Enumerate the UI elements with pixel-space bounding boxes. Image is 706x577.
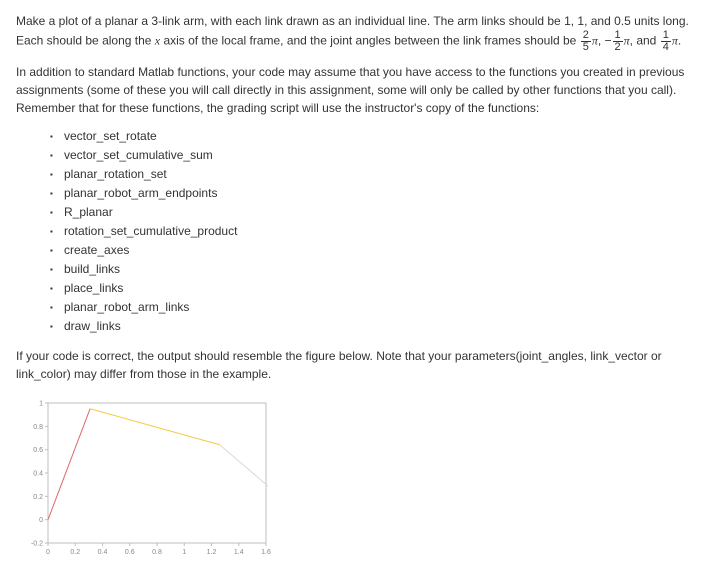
function-item: vector_set_rotate: [64, 127, 690, 145]
arm-plot-svg: -0.200.20.40.60.8100.20.40.60.811.21.41.…: [16, 395, 276, 565]
intro-text-b: axis of the local frame, and the joint a…: [160, 34, 580, 48]
svg-text:0.4: 0.4: [33, 471, 43, 478]
svg-text:1: 1: [182, 549, 186, 556]
svg-text:0: 0: [46, 549, 50, 556]
svg-text:0.8: 0.8: [33, 424, 43, 431]
svg-text:0.2: 0.2: [70, 549, 80, 556]
fraction-1: 25: [581, 30, 591, 53]
function-item: create_axes: [64, 241, 690, 259]
instructions-paragraph: In addition to standard Matlab functions…: [16, 63, 690, 117]
output-note-paragraph: If your code is correct, the output shou…: [16, 347, 690, 383]
function-item: draw_links: [64, 317, 690, 335]
svg-text:1.6: 1.6: [261, 549, 271, 556]
function-item: place_links: [64, 279, 690, 297]
function-list: vector_set_rotatevector_set_cumulative_s…: [16, 127, 690, 335]
intro-text-c: ,: [598, 34, 605, 48]
svg-text:0: 0: [39, 517, 43, 524]
svg-text:0.6: 0.6: [125, 549, 135, 556]
fraction-3: 14: [661, 30, 671, 53]
intro-text-e: .: [678, 34, 681, 48]
svg-text:0.8: 0.8: [152, 549, 162, 556]
function-item: R_planar: [64, 203, 690, 221]
svg-text:0.4: 0.4: [98, 549, 108, 556]
svg-text:0.2: 0.2: [33, 494, 43, 501]
function-item: planar_robot_arm_links: [64, 298, 690, 316]
svg-text:1.4: 1.4: [234, 549, 244, 556]
svg-text:1.2: 1.2: [207, 549, 217, 556]
function-item: build_links: [64, 260, 690, 278]
function-item: planar_robot_arm_endpoints: [64, 184, 690, 202]
svg-text:-0.2: -0.2: [31, 541, 43, 548]
example-figure: -0.200.20.40.60.8100.20.40.60.811.21.41.…: [16, 395, 690, 565]
function-item: vector_set_cumulative_sum: [64, 146, 690, 164]
function-item: rotation_set_cumulative_product: [64, 222, 690, 240]
neg-sign: −: [605, 34, 612, 48]
intro-paragraph: Make a plot of a planar a 3-link arm, wi…: [16, 12, 690, 53]
svg-text:0.6: 0.6: [33, 447, 43, 454]
fraction-2: 12: [613, 30, 623, 53]
intro-text-d: , and: [630, 34, 660, 48]
function-item: planar_rotation_set: [64, 165, 690, 183]
svg-text:1: 1: [39, 401, 43, 408]
